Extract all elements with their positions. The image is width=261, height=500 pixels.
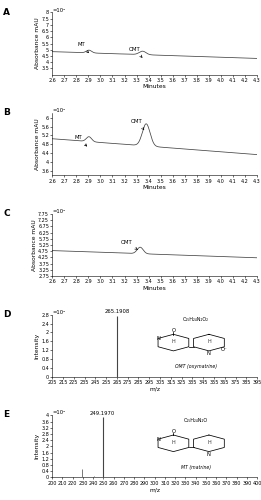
Text: =10²: =10² bbox=[52, 410, 66, 416]
Y-axis label: Intensity: Intensity bbox=[35, 332, 40, 359]
Text: =10²: =10² bbox=[52, 108, 66, 113]
Text: OMT: OMT bbox=[131, 119, 144, 130]
Text: D: D bbox=[3, 310, 10, 318]
X-axis label: Minutes: Minutes bbox=[143, 286, 167, 290]
Text: MT: MT bbox=[75, 134, 87, 146]
Text: =10²: =10² bbox=[52, 8, 66, 12]
Text: 265.1908: 265.1908 bbox=[104, 310, 130, 314]
Text: E: E bbox=[3, 410, 9, 420]
Text: 249.1970: 249.1970 bbox=[90, 410, 115, 416]
Y-axis label: Intensity: Intensity bbox=[35, 434, 40, 460]
Y-axis label: Absorbance mAU: Absorbance mAU bbox=[32, 219, 37, 271]
Y-axis label: Absorbance mAU: Absorbance mAU bbox=[35, 18, 40, 70]
Text: =10²: =10² bbox=[52, 310, 66, 314]
Text: MT: MT bbox=[77, 42, 88, 52]
Text: C: C bbox=[3, 209, 10, 218]
X-axis label: Minutes: Minutes bbox=[143, 84, 167, 89]
Text: A: A bbox=[3, 8, 10, 16]
X-axis label: m/z: m/z bbox=[149, 386, 160, 392]
X-axis label: m/z: m/z bbox=[149, 487, 160, 492]
Y-axis label: Absorbance mAU: Absorbance mAU bbox=[35, 118, 40, 170]
X-axis label: Minutes: Minutes bbox=[143, 185, 167, 190]
Text: =10²: =10² bbox=[52, 209, 66, 214]
Text: OMT: OMT bbox=[128, 47, 142, 58]
Text: B: B bbox=[3, 108, 10, 117]
Text: OMT: OMT bbox=[121, 240, 138, 250]
